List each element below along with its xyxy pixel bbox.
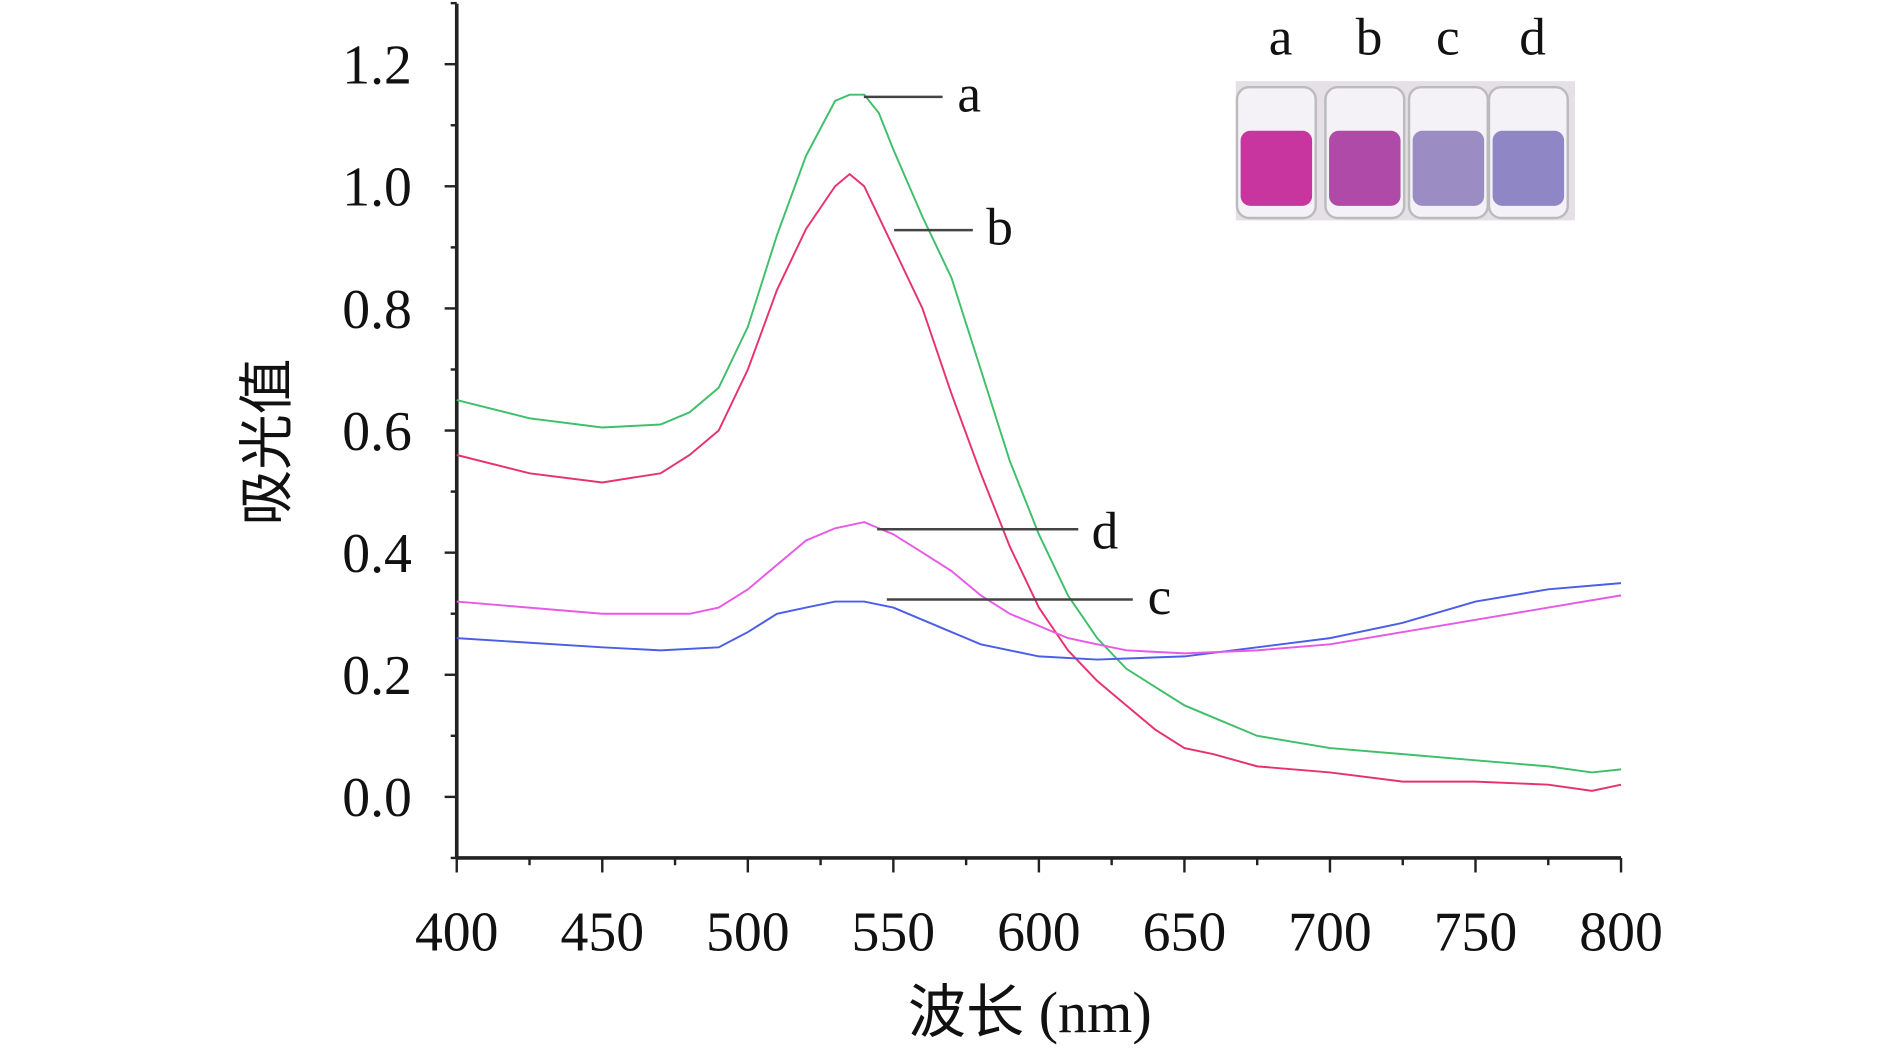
series-lines — [456, 93, 1622, 792]
inset-label-d: d — [1519, 8, 1546, 67]
y-tick-label: 1.2 — [342, 35, 412, 97]
x-axis-label: 波长 (nm) — [908, 980, 1152, 1045]
inset-label-c: c — [1436, 8, 1460, 67]
y-axis-label: 吸光值 — [237, 358, 299, 525]
y-tick-label: 0.2 — [342, 645, 412, 707]
y-tick-label: 0.4 — [342, 523, 412, 585]
x-tick-label: 700 — [1288, 902, 1372, 964]
vial-liquid-c — [1412, 130, 1485, 206]
series-line-a — [456, 93, 1622, 774]
x-tick-label: 400 — [415, 902, 499, 964]
series-leader-labels: a b cd — [863, 64, 1172, 626]
series-line-b — [456, 172, 1622, 792]
x-tick-label: 750 — [1434, 902, 1518, 964]
y-tick-label: 0.0 — [342, 767, 412, 829]
x-tick-label: 450 — [560, 902, 644, 964]
series-label-b: b — [986, 198, 1013, 257]
series-label-d: d — [1092, 502, 1119, 561]
series-label-a: a — [957, 64, 981, 123]
x-tick-label: 600 — [997, 902, 1081, 964]
inset-label-b: b — [1356, 8, 1383, 67]
y-tick-label: 0.8 — [342, 279, 412, 341]
vial-liquid-a — [1240, 130, 1313, 206]
series-label-c: c — [1148, 567, 1172, 626]
axes — [444, 1, 1623, 873]
vial-liquid-b — [1329, 130, 1401, 206]
inset-label-a: a — [1269, 8, 1293, 67]
x-tick-label: 800 — [1579, 902, 1663, 964]
series-line-c — [456, 582, 1622, 661]
x-tick-label: 550 — [852, 902, 936, 964]
x-tick-label: 500 — [706, 902, 790, 964]
x-tick-label: 650 — [1143, 902, 1227, 964]
y-tick-label: 0.6 — [342, 401, 412, 463]
vial-liquid-d — [1492, 130, 1565, 206]
y-tick-label: 1.0 — [342, 157, 412, 219]
tick-labels: 0.0 0.2 0.4 0.6 0.8 1.0 1.2 400 450 500 550 600 650 7… — [342, 35, 1663, 964]
series-line-d — [456, 521, 1622, 655]
